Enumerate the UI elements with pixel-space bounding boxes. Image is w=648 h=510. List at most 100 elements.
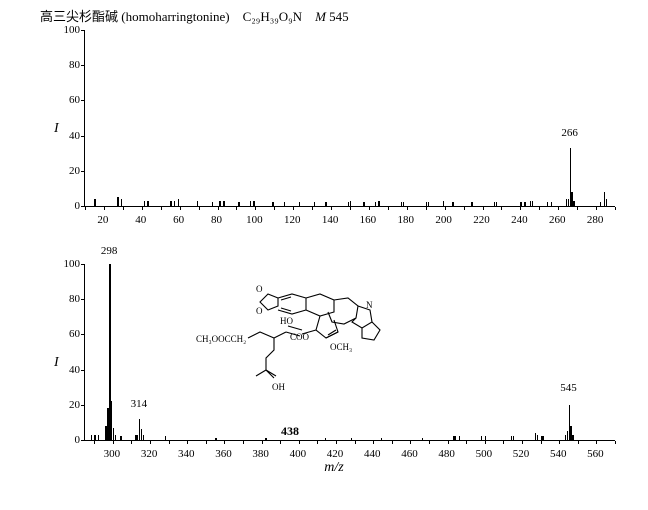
spectrum-peak bbox=[94, 435, 95, 440]
spectrum-peak bbox=[459, 436, 460, 440]
xtick-label: 80 bbox=[211, 214, 222, 226]
ytick-label: 0 bbox=[48, 434, 80, 446]
spectrum-peak bbox=[215, 438, 216, 440]
spectrum-peak bbox=[197, 201, 198, 206]
spectrum-peak bbox=[351, 438, 352, 440]
ytick-label: 20 bbox=[48, 399, 80, 411]
spectrum-peak bbox=[178, 199, 179, 206]
ytick-label: 20 bbox=[48, 165, 80, 177]
spectrum-peak bbox=[253, 201, 254, 206]
spectrum-peak bbox=[165, 436, 166, 440]
spectrum-peak bbox=[272, 202, 273, 206]
peak-label: 266 bbox=[561, 127, 578, 139]
spectrum-peak bbox=[542, 436, 543, 440]
xtick-label: 520 bbox=[513, 448, 530, 460]
xtick-label: 180 bbox=[398, 214, 415, 226]
spectrum-peak bbox=[600, 202, 601, 206]
spectrum-peak bbox=[91, 435, 92, 440]
mass-symbol: M bbox=[315, 9, 326, 24]
ytick-label: 100 bbox=[48, 24, 80, 36]
molecule-label: 438 bbox=[281, 424, 299, 439]
spectrum-peak bbox=[147, 201, 148, 206]
peak-label: 298 bbox=[101, 245, 118, 257]
xtick-label: 60 bbox=[173, 214, 184, 226]
ytick-label: 80 bbox=[48, 59, 80, 71]
ytick-label: 0 bbox=[48, 200, 80, 212]
spectrum-peak bbox=[299, 202, 300, 206]
ytick-label: 60 bbox=[48, 94, 80, 106]
ytick-label: 60 bbox=[48, 328, 80, 340]
spectrum-peak bbox=[481, 436, 482, 440]
xtick-label: 260 bbox=[549, 214, 566, 226]
xtick-label: 460 bbox=[401, 448, 418, 460]
spectrum-peak bbox=[513, 436, 514, 440]
spectrum-peak bbox=[265, 438, 266, 440]
ytick-label: 40 bbox=[48, 364, 80, 376]
spectrum-peak bbox=[219, 201, 220, 206]
xtick-label: 500 bbox=[476, 448, 493, 460]
peak-label: 545 bbox=[560, 382, 577, 394]
xtick-label: 200 bbox=[435, 214, 452, 226]
spectrum-peak bbox=[532, 201, 533, 206]
xtick-label: 40 bbox=[135, 214, 146, 226]
spectrum-peak bbox=[284, 202, 285, 206]
xtick-label: 100 bbox=[246, 214, 263, 226]
spectrum-peak bbox=[238, 202, 239, 206]
x-axis-label: m/z bbox=[324, 460, 343, 476]
ytick-label: 80 bbox=[48, 293, 80, 305]
xtick-label: 240 bbox=[511, 214, 528, 226]
xtick-label: 400 bbox=[290, 448, 307, 460]
xtick-label: 320 bbox=[141, 448, 158, 460]
spectrum-peak bbox=[572, 435, 573, 440]
spectrum-peak bbox=[314, 202, 315, 206]
spectrum-peak bbox=[98, 435, 99, 440]
compound-name-cn: 高三尖杉酯碱 bbox=[40, 9, 118, 24]
xtick-label: 300 bbox=[104, 448, 121, 460]
spectrum-peak bbox=[403, 202, 404, 206]
spectrum-peak bbox=[212, 202, 213, 206]
spectrum-peak bbox=[471, 202, 472, 206]
xtick-label: 20 bbox=[97, 214, 108, 226]
xtick-label: 440 bbox=[364, 448, 381, 460]
peak-label: 314 bbox=[131, 398, 148, 410]
spectrum-peak bbox=[455, 436, 456, 440]
compound-formula: C₂₉H₃₉O₉N bbox=[243, 9, 303, 24]
spectrum-header: 高三尖杉酯碱 (homoharringtonine) C₂₉H₃₉O₉N M 5… bbox=[40, 6, 349, 25]
top-plot-area: 266 bbox=[84, 30, 615, 207]
xtick-label: 220 bbox=[473, 214, 490, 226]
spectrum-peak bbox=[375, 202, 376, 206]
spectrum-peak bbox=[606, 199, 607, 206]
spectrum-peak bbox=[520, 202, 521, 206]
spectrum-peak bbox=[120, 436, 121, 440]
xtick-label: 160 bbox=[360, 214, 377, 226]
xtick-label: 380 bbox=[252, 448, 269, 460]
spectrum-peak bbox=[250, 201, 251, 206]
spectrum-peak bbox=[485, 436, 486, 440]
spectrum-peak bbox=[496, 202, 497, 206]
spectrum-peak bbox=[422, 438, 423, 440]
spectrum-peak bbox=[117, 197, 118, 206]
xtick-label: 140 bbox=[322, 214, 339, 226]
spectrum-peak bbox=[551, 202, 552, 206]
xtick-label: 560 bbox=[587, 448, 604, 460]
spectrum-peak bbox=[143, 435, 144, 440]
spectrum-peak bbox=[547, 202, 548, 206]
xtick-label: 280 bbox=[587, 214, 604, 226]
spectrum-peak bbox=[350, 201, 351, 206]
bottom-plot-area: 298314545 bbox=[84, 264, 615, 441]
spectrum-peak bbox=[443, 201, 444, 206]
xtick-label: 360 bbox=[215, 448, 232, 460]
spectrum-peak bbox=[170, 201, 171, 206]
spectrum-peak bbox=[115, 435, 116, 440]
spectrum-peak bbox=[428, 202, 429, 206]
spectrum-peak bbox=[325, 202, 326, 206]
spectrum-peak bbox=[524, 202, 525, 206]
spectrum-peak bbox=[325, 438, 326, 440]
xtick-label: 540 bbox=[550, 448, 567, 460]
ytick-label: 40 bbox=[48, 130, 80, 142]
top-spectrum-panel: I 266 0204060801002040608010012014016018… bbox=[48, 24, 620, 234]
ytick-label: 100 bbox=[48, 258, 80, 270]
spectrum-peak bbox=[121, 199, 122, 206]
spectrum-peak bbox=[378, 201, 379, 206]
spectrum-peak bbox=[223, 201, 224, 206]
